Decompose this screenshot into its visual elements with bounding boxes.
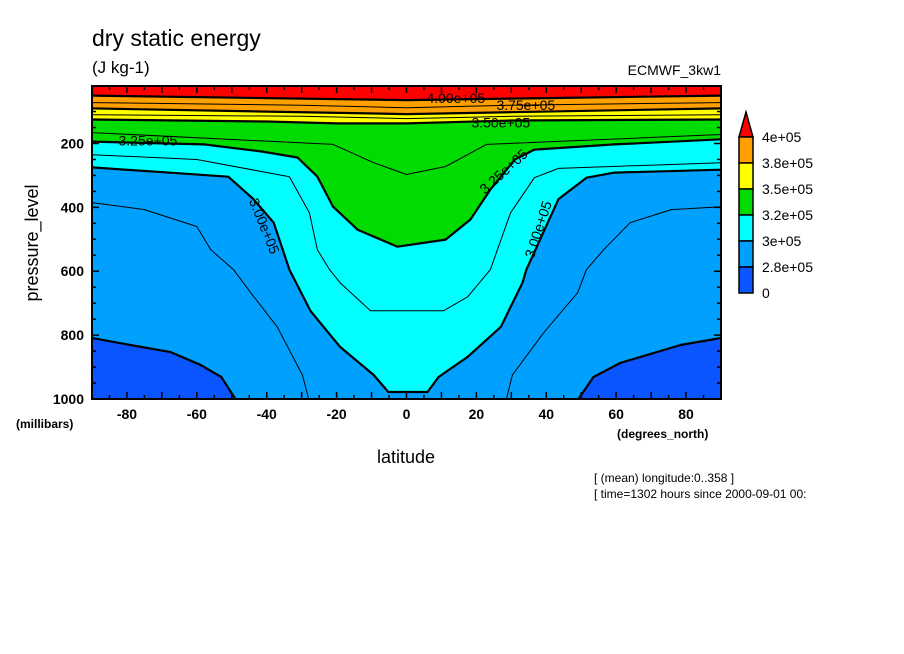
x-tick-label: 60	[608, 406, 624, 422]
colorbar-label: 3.2e+05	[762, 207, 813, 223]
y-axis-units: (millibars)	[16, 417, 73, 431]
colorbar-swatch	[738, 214, 754, 242]
colorbar-swatch	[738, 240, 754, 268]
colorbar: 4e+05 3.8e+05 3.5e+05 3.2e+05 3e+05 2.8e+05 0	[738, 109, 813, 301]
chart-title: dry static energy	[92, 25, 261, 51]
colorbar-label: 0	[762, 285, 770, 301]
y-tick-label: 400	[61, 199, 85, 215]
contour-line	[92, 102, 721, 109]
band-above-325000	[92, 86, 721, 247]
y-tick-label: 1000	[53, 391, 84, 407]
contour-line	[577, 336, 721, 399]
contour-label: 4.00e+05	[426, 90, 485, 106]
colorbar-label: 3e+05	[762, 233, 802, 249]
chart-units: (J kg-1)	[92, 58, 150, 77]
footnote-longitude: [ (mean) longitude:0..358 ]	[594, 471, 734, 485]
colorbar-swatch	[738, 266, 754, 294]
x-axis-label: latitude	[377, 447, 435, 467]
colorbar-label: 3.5e+05	[762, 181, 813, 197]
x-tick-label: 0	[403, 406, 411, 422]
x-tick-label: -60	[187, 406, 207, 422]
x-axis-units: (degrees_north)	[617, 427, 708, 441]
contour-label: 3.50e+05	[471, 114, 530, 130]
x-tick-label: 80	[678, 406, 694, 422]
axis-ticks: -80 -60 -40 -20 0 20 40 60 80 200 400 600 800 1000	[53, 86, 722, 422]
y-axis-label: pressure_level	[22, 184, 43, 301]
y-tick-label: 800	[61, 327, 85, 343]
footnote-time: [ time=1302 hours since 2000-09-01 00:	[594, 487, 806, 501]
plot-area	[92, 86, 721, 399]
x-tick-label: 20	[469, 406, 485, 422]
contour-line	[92, 166, 721, 394]
contour-line	[92, 154, 721, 312]
contour-line	[92, 202, 310, 399]
dataset-label: ECMWF_3kw1	[628, 62, 722, 78]
contour-line	[92, 114, 721, 120]
colorbar-label: 3.8e+05	[762, 155, 813, 171]
band-below-280000	[92, 338, 236, 399]
x-tick-label: -80	[117, 406, 137, 422]
contour-line	[92, 132, 721, 175]
colorbar-swatch	[738, 188, 754, 216]
contour-line	[92, 118, 721, 125]
x-tick-label: 40	[538, 406, 554, 422]
y-tick-label: 600	[61, 263, 85, 279]
colorbar-label: 2.8e+05	[762, 259, 813, 275]
contour-line	[92, 94, 721, 102]
contour-label: 3.75e+05	[496, 97, 555, 113]
x-tick-label: -40	[257, 406, 277, 422]
x-tick-label: -20	[326, 406, 346, 422]
contour-line	[505, 206, 721, 399]
colorbar-swatch	[738, 162, 754, 190]
contour-line	[92, 138, 721, 248]
colorbar-label: 4e+05	[762, 129, 802, 145]
band-below-280000	[578, 338, 721, 399]
contour-line	[92, 107, 721, 116]
contour-label: 3.25e+05	[119, 132, 178, 148]
colorbar-swatch	[738, 136, 754, 164]
contour-line	[92, 336, 237, 399]
colorbar-arrow	[738, 109, 754, 138]
y-tick-label: 200	[61, 135, 85, 151]
